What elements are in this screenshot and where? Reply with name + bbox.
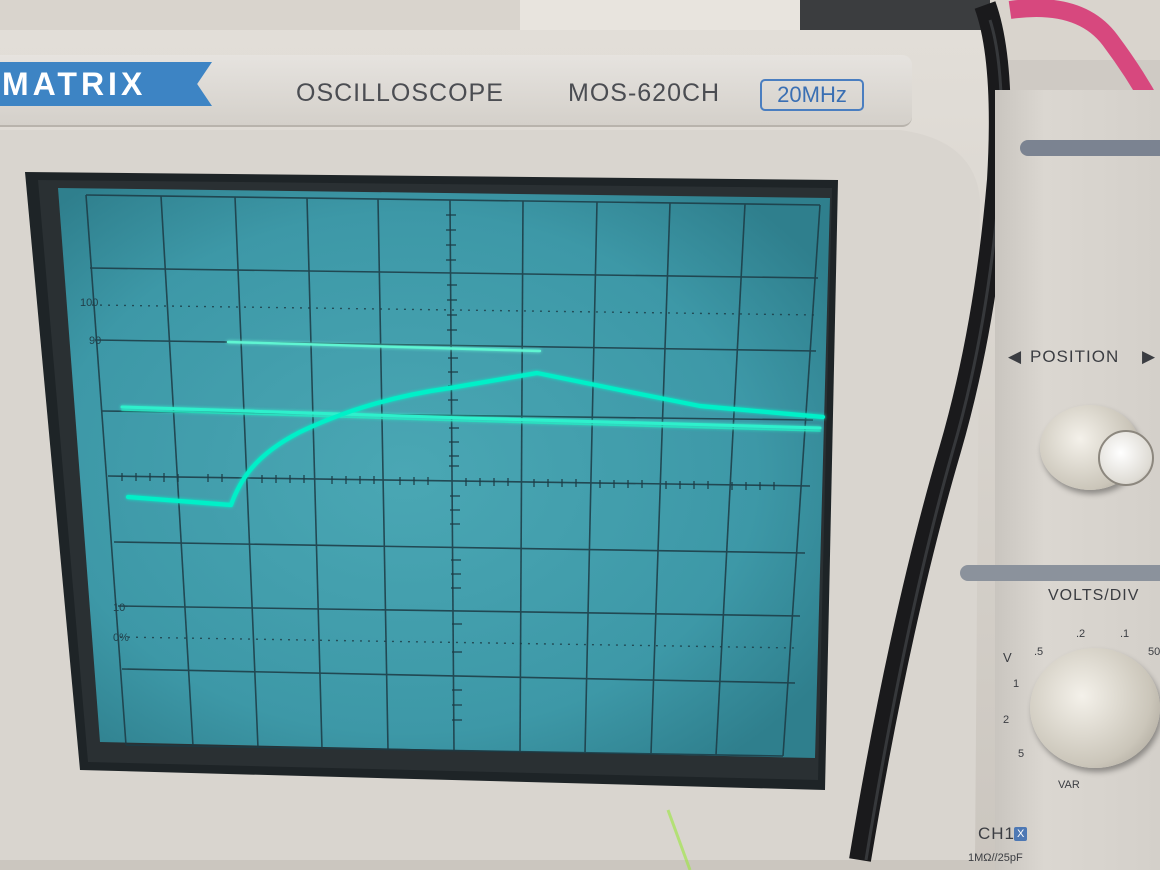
volts-div-label: VOLTS/DIV — [1048, 587, 1140, 604]
trace-signal — [125, 370, 826, 508]
device-type-label: OSCILLOSCOPE — [296, 79, 504, 107]
ch1-label: CH1 — [978, 824, 1016, 843]
position-left-arrow-icon: ◀ — [1008, 347, 1023, 366]
graticule-label-100: 100 — [80, 297, 98, 309]
graticule-label-90: 90 — [89, 335, 101, 347]
position-label: POSITION — [1030, 347, 1120, 366]
ch1-x-badge: X — [1014, 827, 1028, 841]
brand-logo-text: MATRIX — [2, 66, 147, 102]
v-scale-label-2: 2 — [1003, 714, 1010, 726]
position-right-arrow-icon: ▶ — [1142, 347, 1157, 366]
crt-display — [58, 188, 830, 758]
v-scale-label-3: 5 — [1018, 748, 1025, 760]
light-glint — [666, 809, 692, 870]
graticule-label-0: 0% — [113, 632, 129, 644]
mv-scale-label-2: 50 — [1148, 646, 1160, 658]
graticule-label-10: 10 — [113, 602, 125, 614]
position-knob-cap[interactable] — [1098, 430, 1154, 486]
trace-reference-mid-echo — [121, 409, 821, 432]
v-scale-label-1: 1 — [1013, 678, 1020, 690]
bandwidth-badge: 20MHz — [760, 79, 864, 111]
graticule-dotted-lines — [91, 304, 818, 649]
brand-logo — [0, 62, 212, 106]
v-scale-label-0: .5 — [1034, 646, 1044, 658]
waveform-traces — [120, 340, 826, 508]
model-number-label: MOS-620CH — [568, 79, 721, 107]
volts-unit-label: V — [1003, 650, 1012, 665]
trace-reference-mid — [120, 405, 822, 430]
mv-scale-label-0: .2 — [1076, 628, 1086, 640]
graticule-grid — [85, 194, 821, 757]
var-label: VAR — [1058, 779, 1080, 791]
input-spec-label: 1MΩ//25pF — [968, 852, 1023, 864]
panel-divider-top — [1020, 140, 1160, 156]
trace-reference-top — [226, 340, 542, 353]
mv-scale-label-1: .1 — [1120, 628, 1130, 640]
volts-div-knob[interactable] — [1030, 648, 1160, 768]
panel-divider-bottom — [960, 565, 1160, 581]
